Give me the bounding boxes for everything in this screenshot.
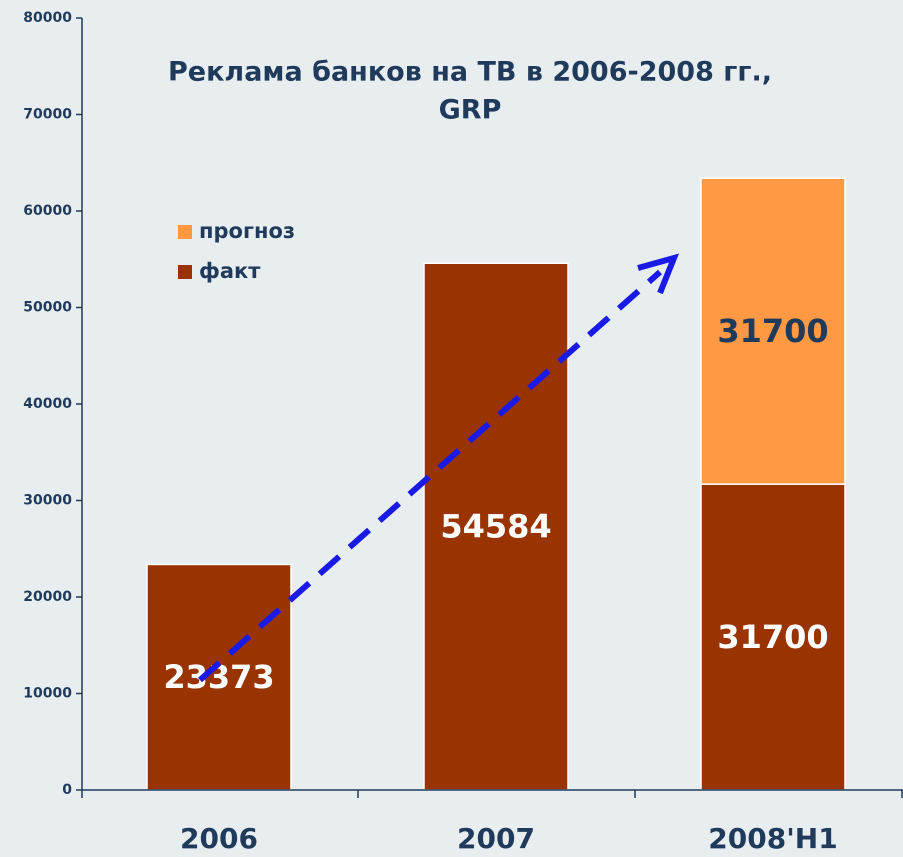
bar	[700, 483, 846, 791]
y-tick-label: 0	[62, 782, 72, 798]
legend-label: прогноз	[199, 219, 295, 243]
y-tick-label: 10000	[23, 686, 72, 702]
bar	[700, 177, 846, 485]
y-tick-label: 50000	[23, 300, 72, 316]
y-tick-label: 80000	[23, 10, 72, 26]
y-tick-label: 70000	[23, 107, 72, 123]
chart-title: GRP	[439, 95, 502, 126]
value-label: 31700	[717, 312, 828, 350]
legend-label: факт	[199, 259, 261, 283]
bar	[146, 563, 292, 791]
y-tick-label: 40000	[23, 396, 72, 412]
x-tick-label: 2008'H1	[708, 822, 837, 855]
legend-swatch	[178, 225, 192, 239]
trend-arrow	[198, 269, 662, 683]
value-label: 54584	[440, 508, 551, 546]
chart-title: Реклама банков на ТВ в 2006-2008 гг.,	[168, 57, 772, 88]
bars	[146, 177, 846, 791]
arrow-head	[637, 253, 680, 295]
x-tick-label: 2006	[180, 822, 258, 855]
x-tick-label: 2007	[457, 822, 535, 855]
bar	[423, 262, 569, 791]
y-tick-label: 30000	[23, 493, 72, 509]
value-label: 31700	[717, 618, 828, 656]
y-tick-label: 20000	[23, 589, 72, 605]
y-tick-label: 60000	[23, 203, 72, 219]
legend-swatch	[178, 265, 192, 279]
